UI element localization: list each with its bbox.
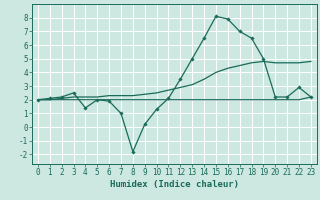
X-axis label: Humidex (Indice chaleur): Humidex (Indice chaleur) (110, 180, 239, 189)
